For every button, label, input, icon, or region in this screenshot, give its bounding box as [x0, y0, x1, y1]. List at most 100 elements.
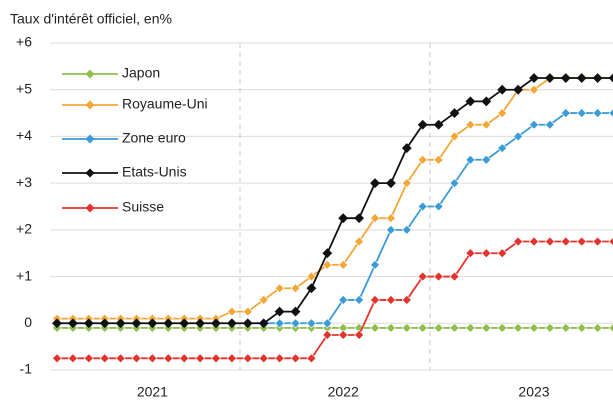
- data-point: [258, 295, 269, 305]
- data-point: [417, 154, 428, 165]
- y-tick-label: +6: [16, 34, 32, 50]
- data-point: [195, 353, 206, 364]
- data-point: [449, 108, 460, 118]
- data-point: [401, 323, 412, 333]
- data-point: [449, 323, 460, 333]
- data-point: [576, 236, 587, 247]
- data-point: [401, 224, 412, 235]
- plot-area: [52, 73, 613, 364]
- data-point: [465, 119, 476, 130]
- data-point: [560, 108, 571, 118]
- data-point: [290, 306, 301, 317]
- data-point: [465, 96, 476, 107]
- data-point: [306, 283, 317, 294]
- data-point: [497, 108, 508, 118]
- data-point: [497, 84, 508, 95]
- data-point: [211, 353, 221, 364]
- chart-title: Taux d'intérêt officiel, en%: [10, 11, 172, 27]
- series-line: [57, 240, 613, 360]
- data-point: [370, 295, 380, 305]
- data-point: [306, 271, 317, 282]
- data-point: [226, 318, 237, 329]
- legend-marker: [85, 134, 95, 144]
- data-point: [608, 108, 613, 118]
- data-point: [274, 318, 285, 329]
- data-point: [242, 353, 253, 364]
- data-point: [131, 318, 142, 329]
- legend: Japon Royaume-Uni Zone euro Etats-Unis Suiss…: [62, 65, 208, 215]
- data-point: [560, 236, 571, 247]
- data-point: [211, 318, 221, 329]
- data-point: [544, 73, 555, 83]
- data-point: [290, 353, 301, 364]
- legend-marker: [85, 69, 95, 79]
- data-point: [354, 295, 365, 305]
- data-point: [115, 353, 126, 364]
- data-point: [274, 306, 285, 317]
- data-point: [163, 353, 174, 364]
- data-point: [417, 271, 428, 282]
- data-point: [385, 295, 396, 305]
- data-point: [465, 248, 476, 259]
- legend-marker: [85, 168, 95, 178]
- data-point: [449, 131, 460, 142]
- data-point: [529, 73, 539, 83]
- data-point: [576, 73, 587, 83]
- data-point: [147, 353, 158, 364]
- data-point: [608, 323, 613, 333]
- data-point: [560, 73, 571, 83]
- data-point: [67, 318, 78, 329]
- data-point: [576, 323, 587, 333]
- data-point: [449, 271, 460, 282]
- data-point: [52, 318, 62, 329]
- data-point: [179, 318, 190, 329]
- legend-label: Suisse: [122, 199, 164, 215]
- data-point: [513, 131, 524, 142]
- data-point: [338, 295, 349, 305]
- data-point: [385, 224, 396, 235]
- data-point: [83, 318, 94, 329]
- data-point: [592, 236, 603, 247]
- data-point: [370, 178, 380, 189]
- data-point: [99, 318, 110, 329]
- data-point: [417, 119, 428, 130]
- data-point: [306, 318, 317, 329]
- data-point: [592, 73, 603, 83]
- data-point: [290, 318, 301, 329]
- legend-label: Royaume-Uni: [122, 96, 208, 112]
- x-tick-label: 2021: [137, 384, 168, 400]
- data-point: [481, 248, 492, 259]
- data-point: [433, 323, 444, 333]
- data-point: [242, 306, 253, 317]
- data-point: [258, 318, 269, 329]
- data-point: [322, 318, 333, 329]
- data-point: [147, 318, 158, 329]
- data-point: [242, 318, 253, 329]
- data-point: [449, 178, 460, 189]
- data-point: [433, 154, 444, 165]
- y-tick-label: +1: [16, 267, 32, 283]
- data-point: [433, 119, 444, 130]
- data-point: [592, 323, 603, 333]
- data-point: [417, 201, 428, 212]
- data-point: [131, 353, 142, 364]
- y-tick-label: +3: [16, 174, 32, 190]
- y-tick-label: +4: [16, 127, 32, 143]
- data-point: [226, 353, 237, 364]
- data-point: [576, 108, 587, 118]
- data-point: [226, 306, 237, 317]
- data-point: [529, 323, 539, 333]
- data-point: [401, 295, 412, 305]
- data-point: [322, 248, 333, 259]
- data-point: [481, 154, 492, 165]
- data-point: [52, 353, 62, 364]
- data-point: [592, 108, 603, 118]
- data-point: [274, 283, 285, 294]
- data-point: [529, 119, 539, 130]
- data-point: [497, 323, 508, 333]
- x-tick-label: 2023: [518, 384, 549, 400]
- y-tick-label: -1: [20, 361, 33, 377]
- data-point: [258, 353, 269, 364]
- data-point: [513, 323, 524, 333]
